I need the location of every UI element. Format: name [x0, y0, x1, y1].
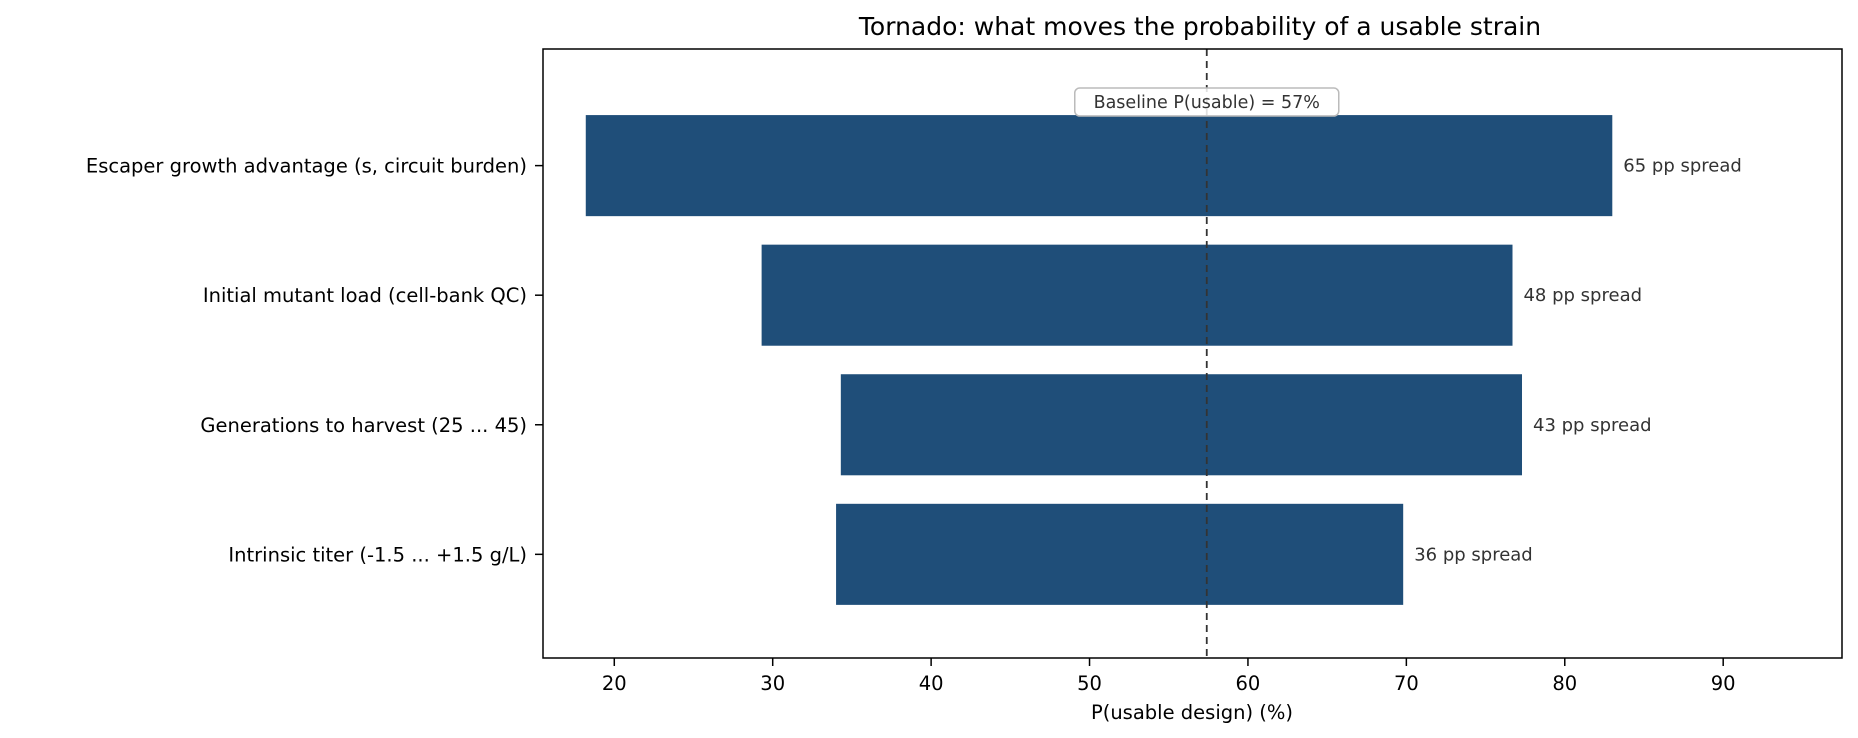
bar-1	[761, 244, 1513, 346]
plot-frame	[542, 48, 1843, 659]
x-tick-label-7: 90	[1711, 672, 1736, 695]
bar-3	[836, 503, 1404, 605]
x-tick-label-3: 50	[1077, 672, 1102, 695]
x-tick-label-0: 20	[602, 672, 627, 695]
x-tick-label-2: 40	[919, 672, 944, 695]
x-tick-label-5: 70	[1394, 672, 1419, 695]
chart-title: Tornado: what moves the probability of a…	[858, 12, 1541, 41]
spread-label-3: 36 pp spread	[1414, 544, 1533, 565]
x-tick-label-6: 80	[1552, 672, 1577, 695]
bar-2	[840, 374, 1523, 476]
spread-label-0: 65 pp spread	[1623, 156, 1742, 177]
y-tick-label-0: Escaper growth advantage (s, circuit bur…	[86, 155, 527, 178]
baseline-box	[1074, 87, 1340, 117]
x-axis-label: P(usable design) (%)	[1091, 701, 1293, 724]
spread-labels-group: 65 pp spread 48 pp spread 43 pp spread 36 p…	[1414, 156, 1742, 566]
bar-0	[585, 115, 1613, 217]
baseline-annotation: Baseline P(usable) = 57%	[1074, 87, 1340, 117]
bars-group	[585, 115, 1613, 605]
y-tick-label-1: Initial mutant load (cell-bank QC)	[203, 284, 527, 307]
baseline-label: Baseline P(usable) = 57%	[1094, 93, 1320, 113]
y-tick-label-3: Intrinsic titer (-1.5 ... +1.5 g/L)	[228, 543, 527, 566]
x-ticks-group: 20 30 40 50 60 70 80 90	[602, 658, 1736, 695]
x-tick-label-1: 30	[760, 672, 785, 695]
spread-label-1: 48 pp spread	[1523, 285, 1642, 306]
x-tick-label-4: 60	[1236, 672, 1261, 695]
y-tick-label-2: Generations to harvest (25 ... 45)	[200, 414, 527, 437]
spread-label-2: 43 pp spread	[1533, 415, 1652, 436]
y-tick-labels-group: Escaper growth advantage (s, circuit bur…	[86, 155, 543, 566]
